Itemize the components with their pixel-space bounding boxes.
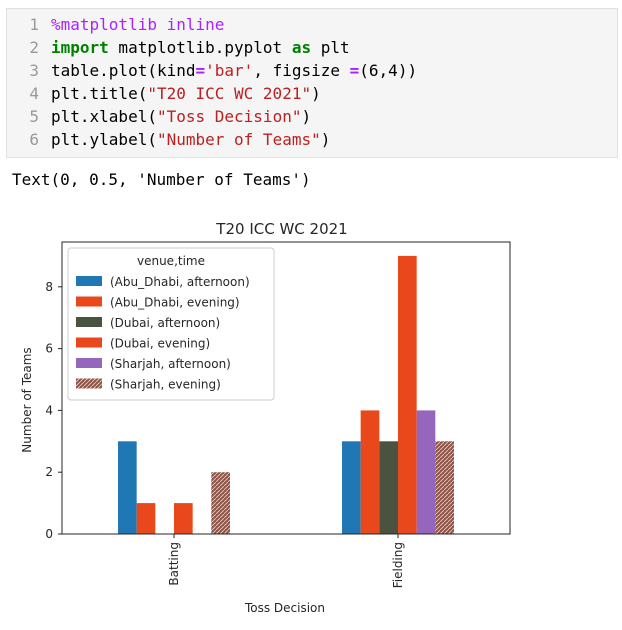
line-number: 6: [29, 130, 39, 149]
code-token: "Toss Decision": [156, 107, 302, 126]
code-line[interactable]: 4 plt.title("T20 ICC WC 2021"): [7, 82, 321, 105]
bar: [435, 441, 454, 534]
x-tick-label: Batting: [167, 542, 181, 586]
legend-swatch: [76, 337, 102, 348]
y-tick-label: 2: [45, 465, 53, 479]
x-tick-label: Fielding: [391, 542, 405, 588]
bar: [360, 410, 380, 534]
y-tick-label: 6: [45, 342, 53, 356]
legend-entry: (Sharjah, afternoon): [110, 357, 231, 371]
code-token: =: [195, 61, 206, 80]
code-line[interactable]: 3 table.plot(kind='bar', figsize =(6,4)): [7, 59, 417, 82]
line-number: 5: [29, 107, 39, 126]
bar: [398, 255, 417, 534]
code-token: "Number of Teams": [156, 130, 321, 149]
code-token: plt: [311, 38, 350, 57]
code-token: plt.ylabel(: [51, 130, 157, 149]
bar: [136, 503, 156, 534]
code-token: , figsize: [253, 61, 350, 80]
bar-chart: T20 ICC WC 2021 0 2 4 6 8 Batting Fielding venu…: [20, 220, 511, 615]
legend-entry: (Abu_Dhabi, afternoon): [110, 275, 250, 289]
legend-entry: (Dubai, afternoon): [110, 316, 220, 330]
code-token: "T20 ICC WC 2021": [147, 84, 312, 103]
legend-swatch: [76, 317, 102, 327]
code-token: as: [291, 38, 312, 57]
legend-swatch: [76, 358, 102, 368]
code-token: import: [51, 38, 109, 57]
line-number: 3: [29, 61, 39, 80]
y-axis-label: Number of Teams: [20, 347, 34, 452]
legend-entry: (Dubai, evening): [110, 337, 210, 351]
line-number: 1: [29, 15, 39, 34]
line-number: 4: [29, 84, 39, 103]
code-token: plt.title(: [51, 84, 148, 103]
code-line[interactable]: 2 import matplotlib.pyplot as plt: [7, 36, 350, 59]
code-line[interactable]: 1 %matplotlib inline: [7, 13, 224, 36]
code-token: ): [311, 84, 321, 103]
x-axis-label: Toss Decision: [244, 601, 325, 615]
legend-swatch: [76, 276, 102, 286]
plot-frame: [61, 241, 511, 535]
bar: [211, 472, 230, 534]
code-line[interactable]: 6 plt.ylabel("Number of Teams"): [7, 128, 330, 151]
y-tick-label: 0: [45, 527, 53, 541]
legend-title: venue,time: [137, 254, 205, 268]
code-cell[interactable]: 1 %matplotlib inline 2 import matplotlib.py…: [6, 8, 618, 158]
code-token: (6,4)): [359, 61, 418, 80]
line-number: 2: [29, 38, 39, 57]
legend-swatch: [76, 378, 102, 389]
y-tick-label: 8: [45, 280, 53, 294]
bar: [174, 503, 193, 534]
legend-entry: (Abu_Dhabi, evening): [110, 296, 240, 310]
code-token: ): [301, 107, 312, 126]
bar: [416, 410, 436, 534]
bar: [118, 441, 137, 534]
legend-entry: (Sharjah, evening): [110, 378, 221, 392]
legend-box: [67, 247, 275, 401]
code-token: table.plot(kind: [51, 61, 196, 80]
bar: [379, 441, 398, 534]
code-token: 'bar': [205, 61, 254, 80]
code-token: ): [320, 130, 331, 149]
code-token: plt.xlabel(: [51, 107, 157, 126]
code-line[interactable]: 5 plt.xlabel("Toss Decision"): [7, 105, 311, 128]
bar: [342, 441, 361, 534]
cell-output-text: Text(0, 0.5, 'Number of Teams'): [12, 170, 311, 189]
code-token: =: [349, 61, 360, 80]
chart-title: T20 ICC WC 2021: [215, 220, 347, 238]
code-token: %matplotlib inline: [51, 15, 225, 34]
code-token: matplotlib.pyplot: [108, 38, 292, 57]
y-tick-label: 4: [45, 403, 53, 417]
legend-swatch: [76, 296, 102, 307]
